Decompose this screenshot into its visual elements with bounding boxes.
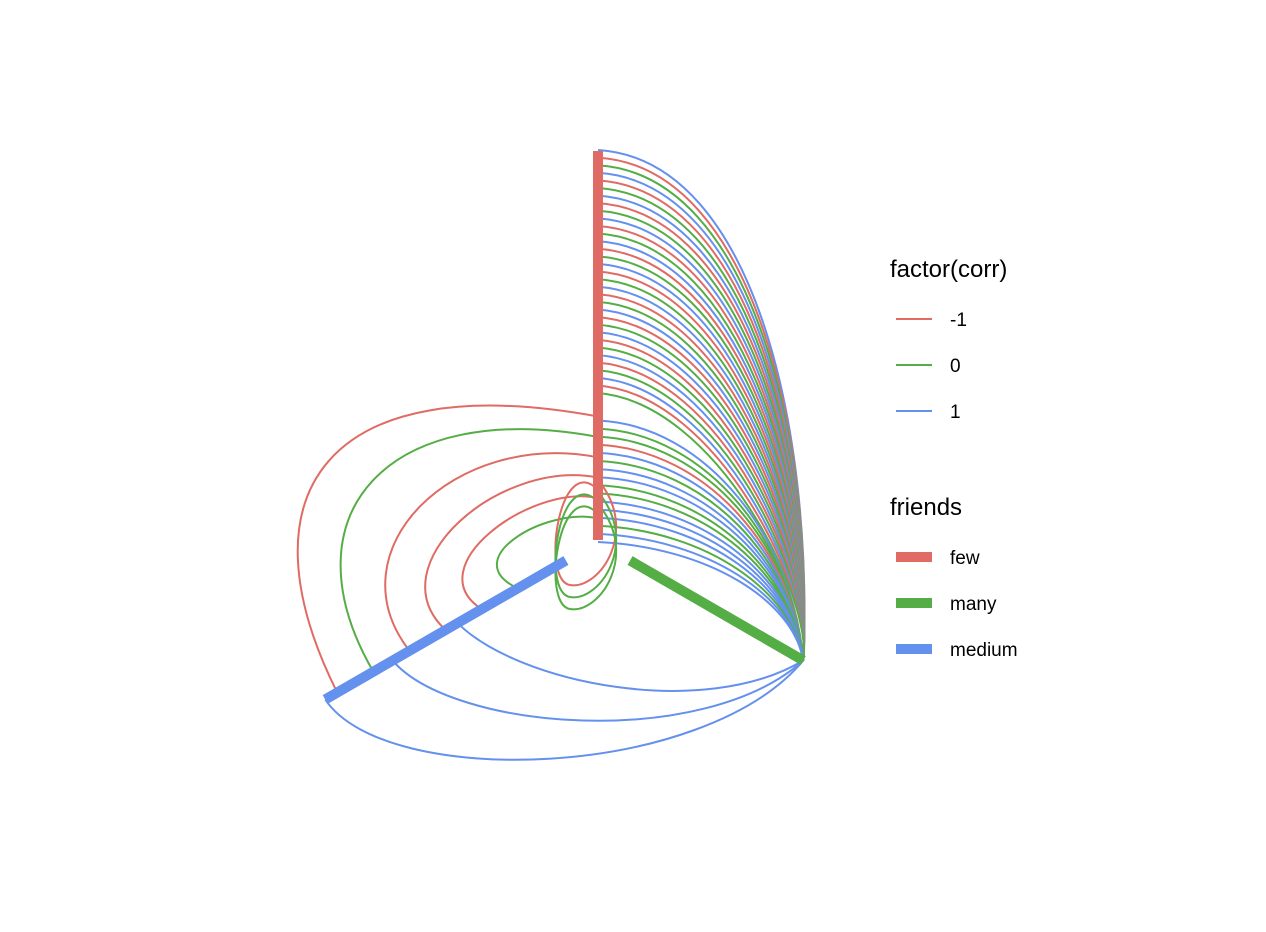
legend-corr-title: factor(corr) [890,256,1007,283]
edge-55 [324,659,805,761]
legend-friends-label-2: medium [950,640,1018,661]
edge-56 [391,659,804,722]
edge-32 [597,392,805,661]
legend-corr-label-0: -1 [950,310,967,331]
legend-friends-title: friends [890,494,962,521]
legend-corr-label-1: 0 [950,356,961,377]
edge-57 [456,622,804,692]
legend-corr-label-2: 1 [950,402,961,423]
edge-49 [296,404,599,693]
legend-corr: factor(corr) -1 0 1 [890,256,1007,423]
legend-friends-label-0: few [950,548,980,569]
axis-many [627,556,806,665]
edge-layer [296,149,806,761]
legend-friends-label-1: many [950,594,997,615]
edge-50 [339,428,599,673]
axis-medium [322,556,569,704]
axis-layer [322,151,806,704]
edge-51 [384,452,599,652]
edge-60 [554,503,618,611]
edge-48 [597,541,805,661]
edge-54 [495,515,599,590]
edge-53 [461,495,599,610]
edge-52 [424,474,599,631]
legend-friends: friends few many medium [890,494,1018,661]
